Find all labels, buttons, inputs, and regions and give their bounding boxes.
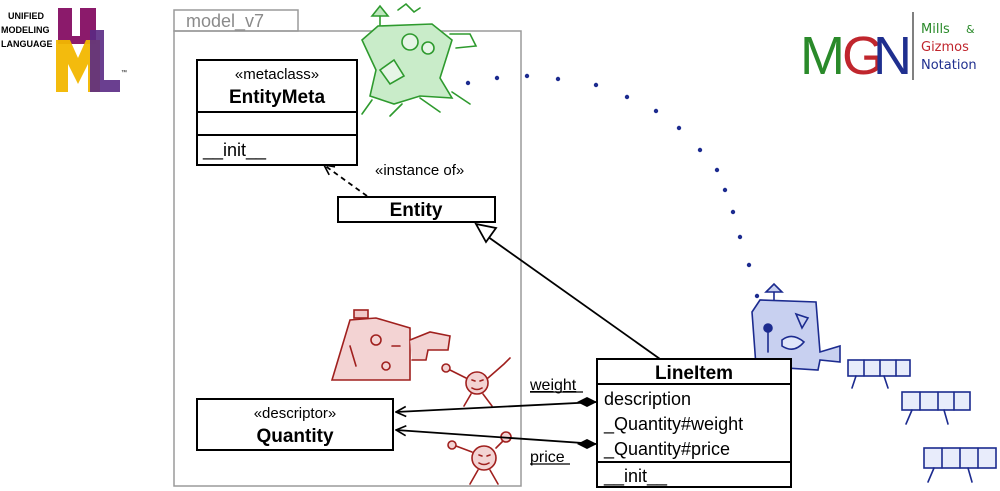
generalization-triangle — [474, 222, 498, 244]
class-entitymeta: «metaclass» EntityMeta __init__ — [196, 59, 358, 166]
weight-diamond — [577, 397, 597, 407]
red-creature-bottom — [447, 431, 512, 485]
package-name: model_v7 — [186, 11, 264, 32]
uml-logo-m-shape — [56, 40, 100, 92]
package-model-v7: model_v7 — [173, 9, 522, 487]
entitymeta-stereotype: «metaclass» — [235, 66, 319, 83]
mgn-logo-notation: Notation — [921, 58, 977, 73]
uml-logo: UNIFIED MODELING LANGUAGE ™ — [1, 8, 127, 92]
mgn-logo-gizmos: Gizmos — [921, 40, 969, 55]
instance-of-label: «instance of» — [375, 162, 464, 179]
entity-name: Entity — [390, 200, 443, 221]
blue-machine-gizmo — [751, 282, 841, 371]
relation-weight: weight — [396, 377, 598, 412]
uml-logo-u-shape — [58, 8, 96, 44]
lineitem-name: LineItem — [655, 363, 733, 384]
class-quantity: «descriptor» Quantity — [196, 398, 394, 451]
lineitem-attr-weight: _Quantity#weight — [603, 414, 743, 435]
mgn-logo-amp: & — [966, 23, 975, 36]
uml-logo-l-shape — [90, 30, 120, 92]
red-creature-top — [441, 357, 511, 407]
entitymeta-name: EntityMeta — [229, 87, 326, 108]
class-lineitem: LineItem description _Quantity#weight _Q… — [596, 358, 792, 488]
lineitem-method: __init__ — [603, 466, 668, 487]
price-diamond — [577, 439, 597, 449]
dotted-arc — [465, 73, 760, 299]
quantity-name: Quantity — [256, 426, 333, 447]
mgn-logo-letter-g: G — [842, 26, 884, 86]
package-body — [173, 30, 522, 487]
mgn-logo-letter-n: N — [873, 26, 912, 86]
uml-logo-tm: ™ — [121, 69, 127, 76]
uml-logo-line1: UNIFIED — [8, 11, 45, 21]
mgn-logo: M G N Mills & Gizmos Notation — [800, 12, 977, 86]
relation-instance-of: «instance of» — [324, 162, 464, 197]
price-label: price — [530, 449, 565, 466]
uml-logo-line3: LANGUAGE — [1, 39, 53, 49]
mgn-logo-mills: Mills — [921, 22, 950, 37]
lineitem-attr-description: description — [604, 389, 691, 409]
lineitem-attr-price: _Quantity#price — [603, 439, 730, 460]
relation-generalization — [474, 222, 661, 360]
entitymeta-method: __init__ — [202, 140, 267, 161]
weight-label: weight — [529, 377, 577, 394]
class-entity: Entity — [337, 196, 496, 223]
relation-price: price — [396, 430, 598, 466]
quantity-stereotype: «descriptor» — [254, 405, 337, 422]
green-robot-gizmo — [361, 2, 478, 117]
red-factory-gizmo — [330, 309, 451, 381]
uml-logo-line2: MODELING — [1, 25, 50, 35]
blue-box-creatures — [847, 359, 997, 483]
mgn-logo-letter-m: M — [800, 26, 845, 86]
